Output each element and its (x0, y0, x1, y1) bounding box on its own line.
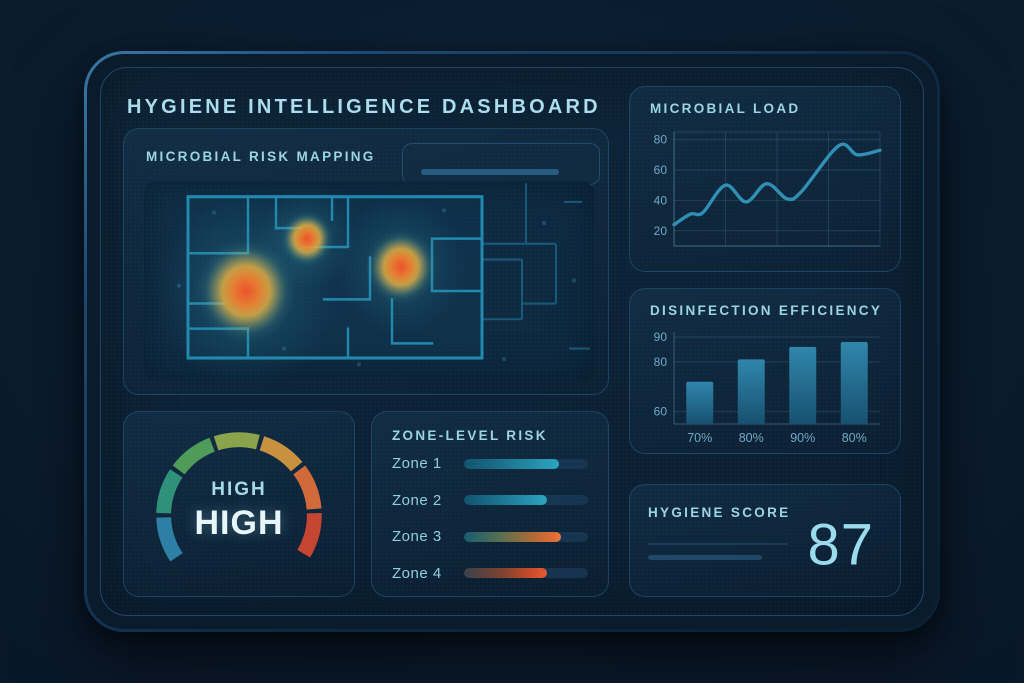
x-tick-label: 80% (842, 431, 867, 445)
efficiency-bar (737, 359, 765, 424)
zone-label: Zone 1 (392, 455, 442, 472)
zone-risk-track (464, 568, 588, 579)
efficiency-bar (840, 341, 868, 424)
microbial-risk-mapping-panel: MICROBIAL RISK MAPPING (123, 128, 609, 395)
y-tick-label: 80 (654, 355, 668, 369)
zone-risk-track (464, 531, 588, 542)
gauge-segment (293, 465, 322, 510)
zone-risk-bar (464, 495, 548, 506)
gauge-status-large: HIGH (194, 504, 284, 542)
hygiene-score-title: HYGIENE SCORE (648, 505, 791, 520)
page-title: HYGIENE INTELLIGENCE DASHBOARD (127, 95, 601, 118)
zone-rows: Zone 1 Zone 2 Zone 3 Zone 4 (392, 455, 588, 582)
zone-label: Zone 2 (392, 491, 442, 509)
floorplan-svg (153, 183, 590, 380)
disinfection-efficiency-chart: 60 80 90 70% 80% 90% 80% (654, 330, 880, 445)
zone-risk-bar (464, 568, 548, 579)
left-column: HYGIENE INTELLIGENCE DASHBOARD MICROBIAL… (123, 86, 609, 597)
gauge-status-small: HIGH (211, 479, 267, 500)
y-tick-label: 90 (654, 330, 668, 344)
zone-risk-row: Zone 4 (392, 565, 588, 582)
bottom-row: HIGH HIGH ZONE-LEVEL RISK Zone 1 Zone 2 Zo… (123, 411, 609, 597)
floorplan-annex-walls (482, 183, 590, 350)
microbial-load-line (672, 142, 882, 227)
zone-risk-title: ZONE-LEVEL RISK (392, 428, 548, 443)
gauge-segment (213, 432, 260, 451)
dashboard-screen: HYGIENE INTELLIGENCE DASHBOARD MICROBIAL… (100, 67, 924, 616)
hygiene-score-panel: HYGIENE SCORE 87 (629, 484, 901, 597)
risk-gauge-svg (156, 432, 322, 562)
risk-gauge-panel: HIGH HIGH (123, 411, 355, 597)
microbial-load-title: MICROBIAL LOAD (650, 101, 801, 116)
hygiene-score-value: 87 (807, 512, 874, 578)
microbial-load-panel: MICROBIAL LOAD 20 40 60 80 (629, 86, 901, 272)
heat-spot (365, 229, 437, 305)
gauge-segment (156, 516, 183, 562)
map-legend-skeleton-bar (421, 169, 559, 175)
gauge-segment (297, 513, 322, 558)
y-tick-label: 60 (654, 163, 668, 177)
gauge-segment (172, 437, 216, 475)
y-tick-label: 80 (654, 133, 668, 147)
dashboard-device-frame: HYGIENE INTELLIGENCE DASHBOARD MICROBIAL… (84, 51, 940, 632)
microbial-load-chart: 20 40 60 80 (654, 131, 882, 247)
device-bezel: HYGIENE INTELLIGENCE DASHBOARD MICROBIAL… (87, 54, 937, 629)
right-column: MICROBIAL LOAD 20 40 60 80 DISINFECTION EFF… (629, 86, 901, 597)
heat-spot (280, 210, 334, 267)
x-tick-label: 80% (739, 431, 764, 445)
zone-risk-bar (464, 458, 560, 469)
disinfection-efficiency-title: DISINFECTION EFFICIENCY (650, 303, 883, 318)
zone-risk-row: Zone 1 (392, 455, 588, 472)
dashboard-content: HYGIENE INTELLIGENCE DASHBOARD MICROBIAL… (123, 86, 901, 597)
floorplan-heatmap (144, 181, 594, 380)
efficiency-bar (686, 381, 714, 424)
zone-risk-bar (464, 531, 561, 542)
map-legend-card (402, 143, 600, 185)
gauge-segment (259, 436, 303, 472)
zone-risk-track (464, 495, 588, 506)
zone-level-risk-panel: ZONE-LEVEL RISK Zone 1 Zone 2 Zone 3 Zone 4 (371, 411, 609, 597)
y-tick-label: 20 (654, 224, 668, 238)
score-skeleton-line-1 (648, 543, 788, 545)
disinfection-efficiency-panel: DISINFECTION EFFICIENCY 60 80 90 70% 80% 90% 8… (629, 288, 901, 454)
heat-spots (153, 186, 468, 380)
zone-risk-track (464, 458, 588, 469)
y-tick-label: 40 (654, 193, 668, 207)
zone-label: Zone 3 (392, 528, 442, 546)
zone-label: Zone 4 (392, 564, 442, 582)
zone-risk-row: Zone 2 (392, 492, 588, 509)
x-tick-label: 90% (790, 431, 815, 445)
x-tick-label: 70% (687, 431, 712, 445)
risk-mapping-title: MICROBIAL RISK MAPPING (146, 149, 376, 164)
score-skeleton-line-2 (648, 555, 762, 560)
gauge-segment (156, 469, 183, 514)
zone-risk-row: Zone 3 (392, 528, 588, 545)
efficiency-bar (789, 346, 817, 424)
y-tick-label: 60 (654, 405, 668, 419)
